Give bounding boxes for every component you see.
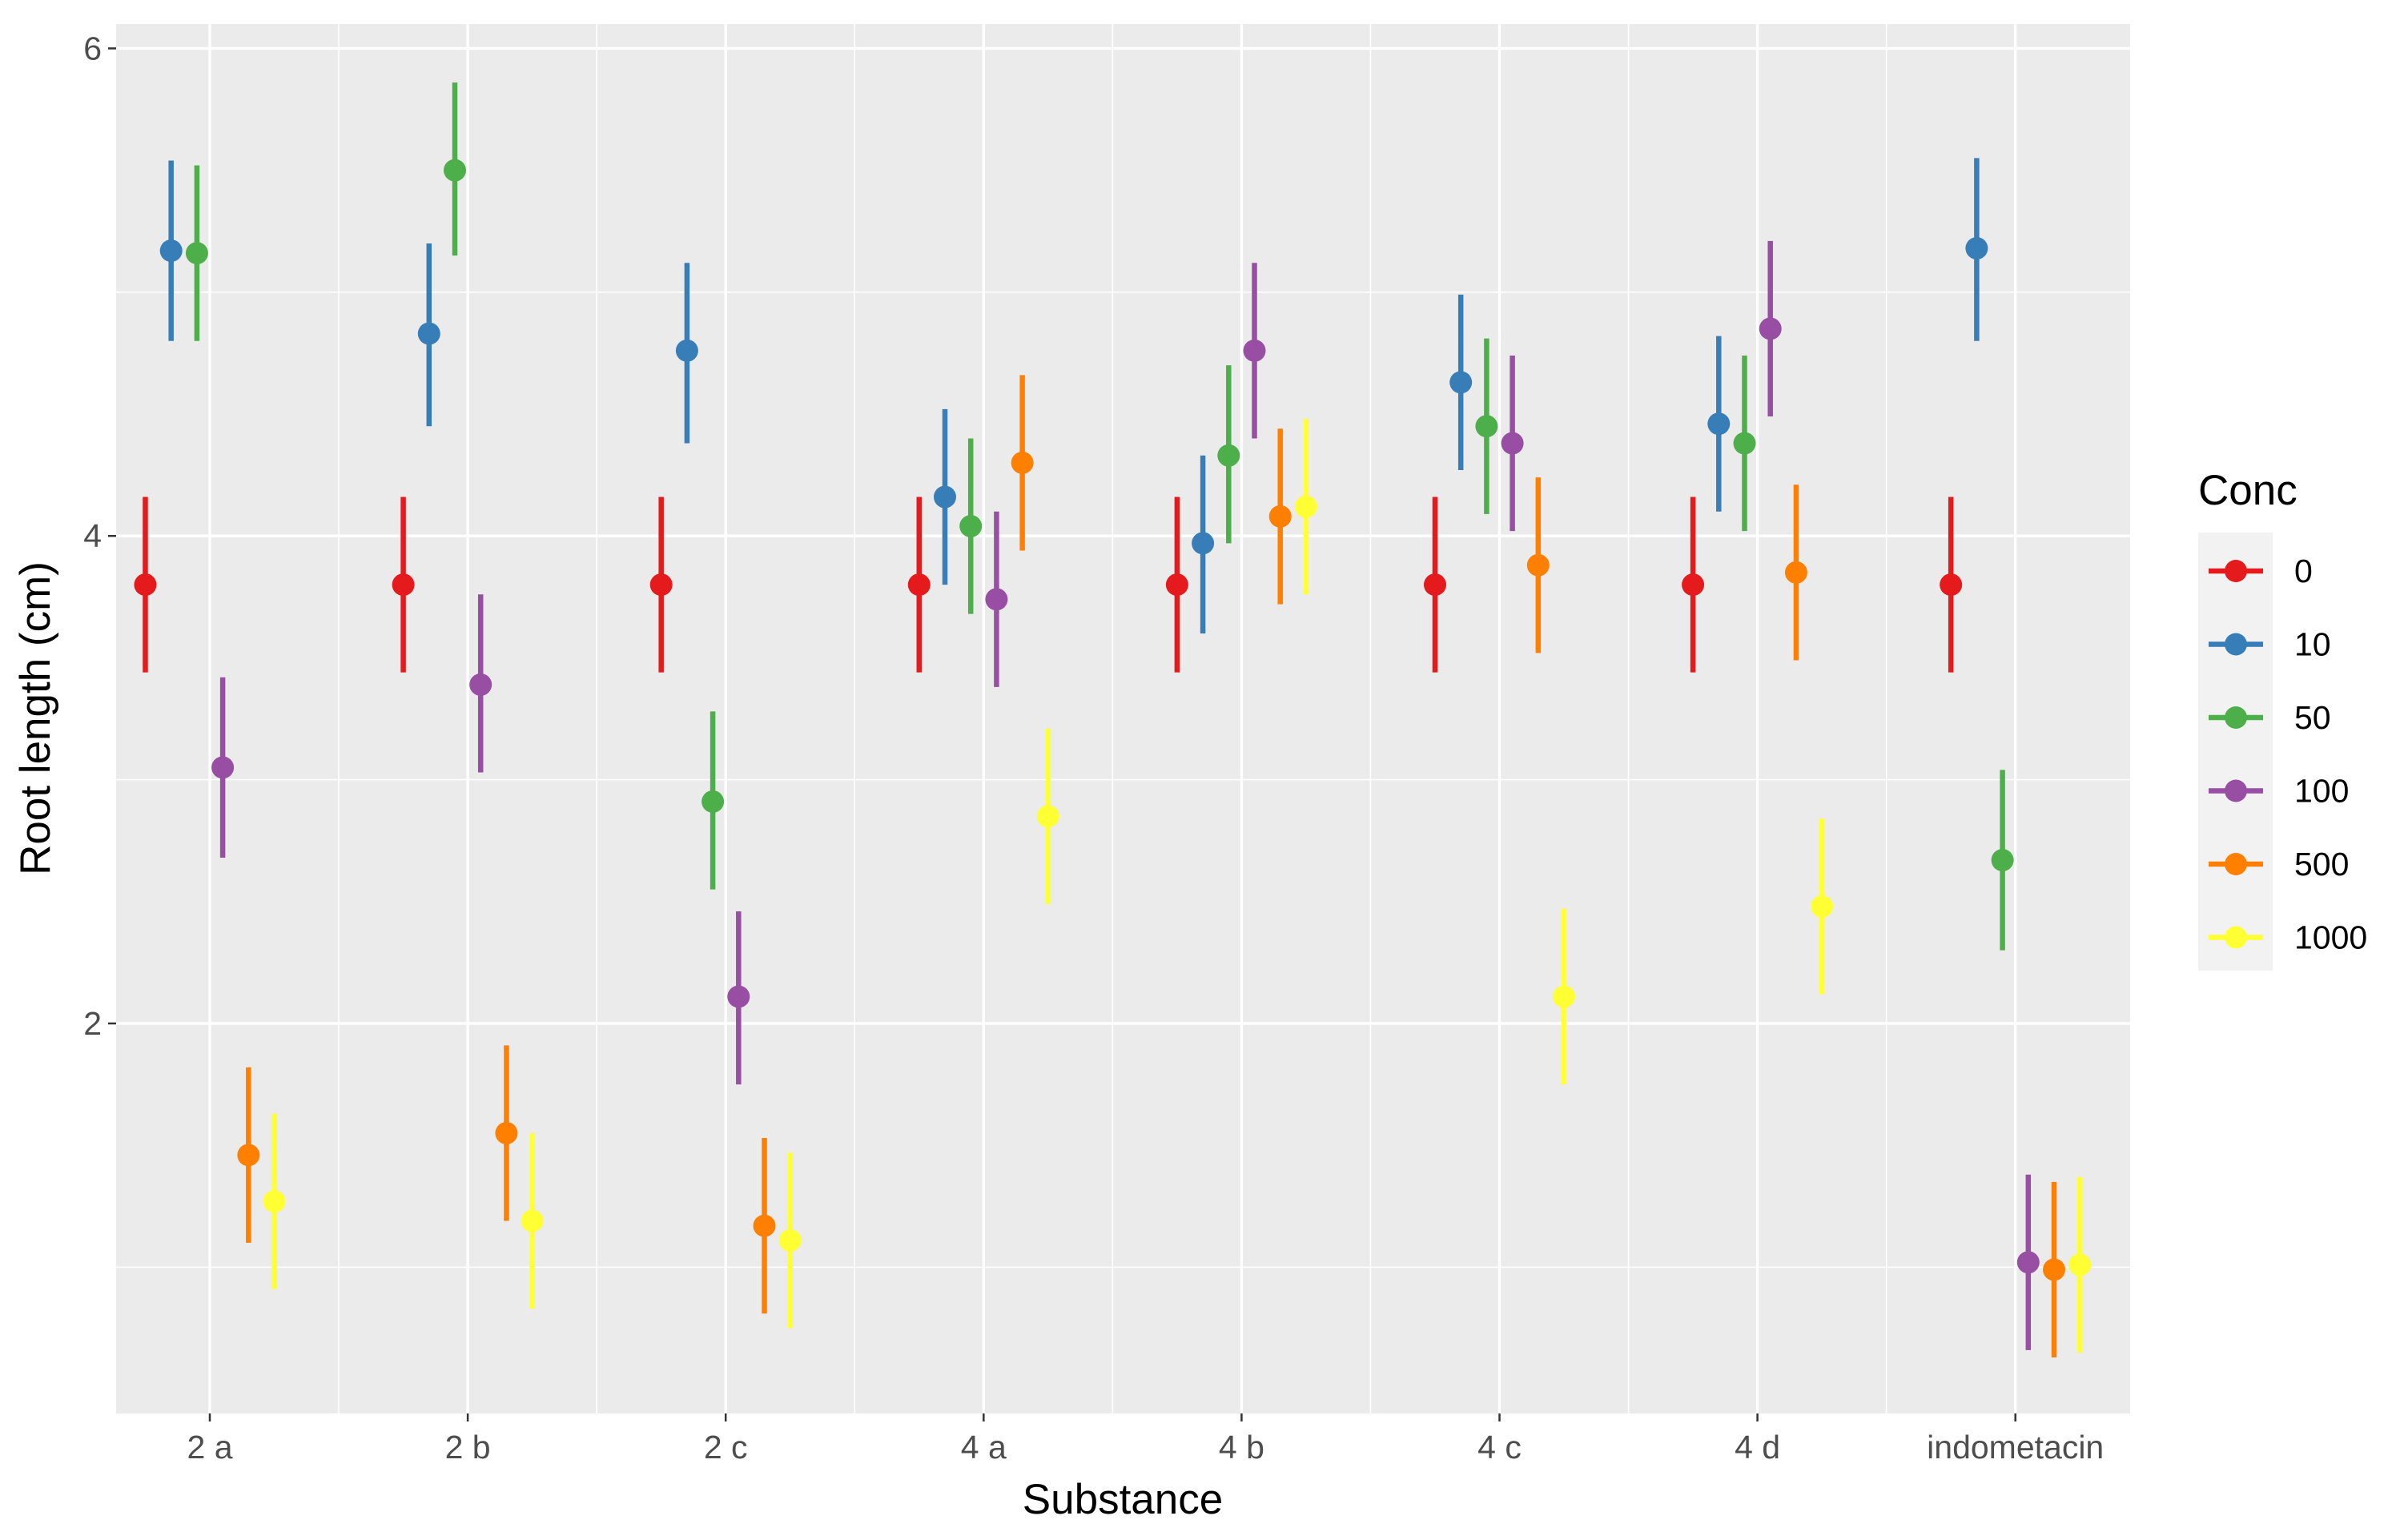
data-point [443, 159, 466, 182]
legend-item-100: 100 [2209, 773, 2349, 810]
x-tick-label: 2 a [187, 1429, 233, 1466]
x-tick-label: 4 b [1219, 1429, 1264, 1466]
data-point [2068, 1253, 2092, 1277]
data-point [649, 573, 673, 597]
data-point [1707, 412, 1731, 436]
legend-label: 10 [2294, 626, 2331, 663]
data-point [1294, 495, 1317, 518]
y-tick-label: 4 [83, 517, 102, 554]
data-point [495, 1121, 518, 1144]
data-point [778, 1228, 802, 1252]
data-point [1165, 573, 1188, 597]
y-axis-title: Root length (cm) [12, 561, 59, 875]
x-tick-label: 2 c [704, 1429, 748, 1466]
legend-key-point [2225, 560, 2247, 582]
x-axis-title: Substance [1023, 1476, 1223, 1523]
data-point [1011, 451, 1034, 474]
data-point [985, 588, 1008, 611]
data-point [1192, 532, 1215, 555]
legend-label: 0 [2294, 553, 2313, 589]
data-point [134, 573, 157, 597]
data-point [1965, 237, 1988, 260]
data-point [211, 756, 235, 779]
series-0 [134, 497, 1963, 673]
grid-layer [116, 24, 2130, 1413]
data-point [1553, 985, 1576, 1008]
marks-layer [134, 82, 2092, 1357]
data-point [959, 515, 983, 538]
legend-item-10: 10 [2209, 626, 2331, 663]
data-point [1268, 505, 1292, 528]
data-point [2043, 1258, 2066, 1281]
series-50 [185, 82, 2014, 951]
legend-label: 500 [2294, 846, 2349, 883]
data-point [1036, 805, 1059, 828]
y-tick-label: 6 [83, 30, 102, 66]
x-tick-label: 2 b [445, 1429, 491, 1466]
series-500 [237, 375, 2066, 1357]
data-point [185, 242, 208, 265]
legend-label: 100 [2294, 773, 2349, 810]
panel-background [116, 24, 2130, 1413]
data-point [417, 322, 440, 345]
data-point [675, 339, 698, 362]
legend-items: 0 10 50 100 500 1000 [2209, 553, 2367, 956]
legend-key-point [2225, 706, 2247, 729]
legend: Conc 0 10 50 100 500 1000 [2198, 467, 2367, 971]
legend-key-background [2198, 533, 2273, 971]
data-point [753, 1214, 776, 1237]
data-point [2016, 1251, 2040, 1274]
legend-item-1000: 1000 [2209, 919, 2367, 956]
data-point [237, 1144, 260, 1167]
data-point [727, 985, 750, 1008]
data-point [263, 1190, 286, 1213]
legend-item-500: 500 [2209, 846, 2349, 883]
data-point [469, 673, 492, 696]
x-tick-label: 4 a [961, 1429, 1007, 1466]
legend-label: 1000 [2294, 919, 2367, 956]
data-point [1682, 573, 1705, 597]
legend-key-point [2225, 853, 2247, 875]
data-point [1217, 444, 1240, 467]
data-point [1991, 849, 2014, 872]
series-100 [211, 240, 2040, 1350]
data-point [907, 573, 931, 597]
legend-key-point [2225, 633, 2247, 656]
data-point [159, 239, 183, 263]
data-point [1526, 553, 1550, 577]
y-tick-label: 2 [83, 1005, 102, 1042]
x-tick-label: indometacin [1927, 1429, 2104, 1466]
data-point [392, 573, 415, 597]
data-point [702, 790, 725, 813]
data-point [1759, 317, 1782, 340]
legend-key-point [2225, 779, 2247, 802]
data-point [933, 485, 956, 509]
data-point [1940, 573, 1963, 597]
x-tick-label: 4 d [1735, 1429, 1780, 1466]
legend-item-50: 50 [2209, 699, 2331, 736]
legend-item-0: 0 [2209, 553, 2313, 589]
series-10 [159, 158, 1988, 633]
legend-title: Conc [2198, 467, 2298, 514]
series-1000 [263, 419, 2092, 1353]
data-point [1811, 895, 1834, 918]
axes-layer: 2 4 6 2 a 2 b 2 c 4 a 4 b 4 c 4 d indometacin [83, 30, 2104, 1466]
data-point [521, 1209, 544, 1232]
legend-label: 50 [2294, 699, 2331, 736]
data-point [1784, 561, 1807, 584]
data-point [1423, 573, 1446, 597]
x-tick-label: 4 c [1477, 1429, 1522, 1466]
data-point [1501, 432, 1524, 455]
data-point [1449, 371, 1473, 394]
data-point [1243, 339, 1266, 362]
data-point [1475, 415, 1498, 438]
data-point [1733, 432, 1756, 455]
legend-key-point [2225, 926, 2247, 949]
